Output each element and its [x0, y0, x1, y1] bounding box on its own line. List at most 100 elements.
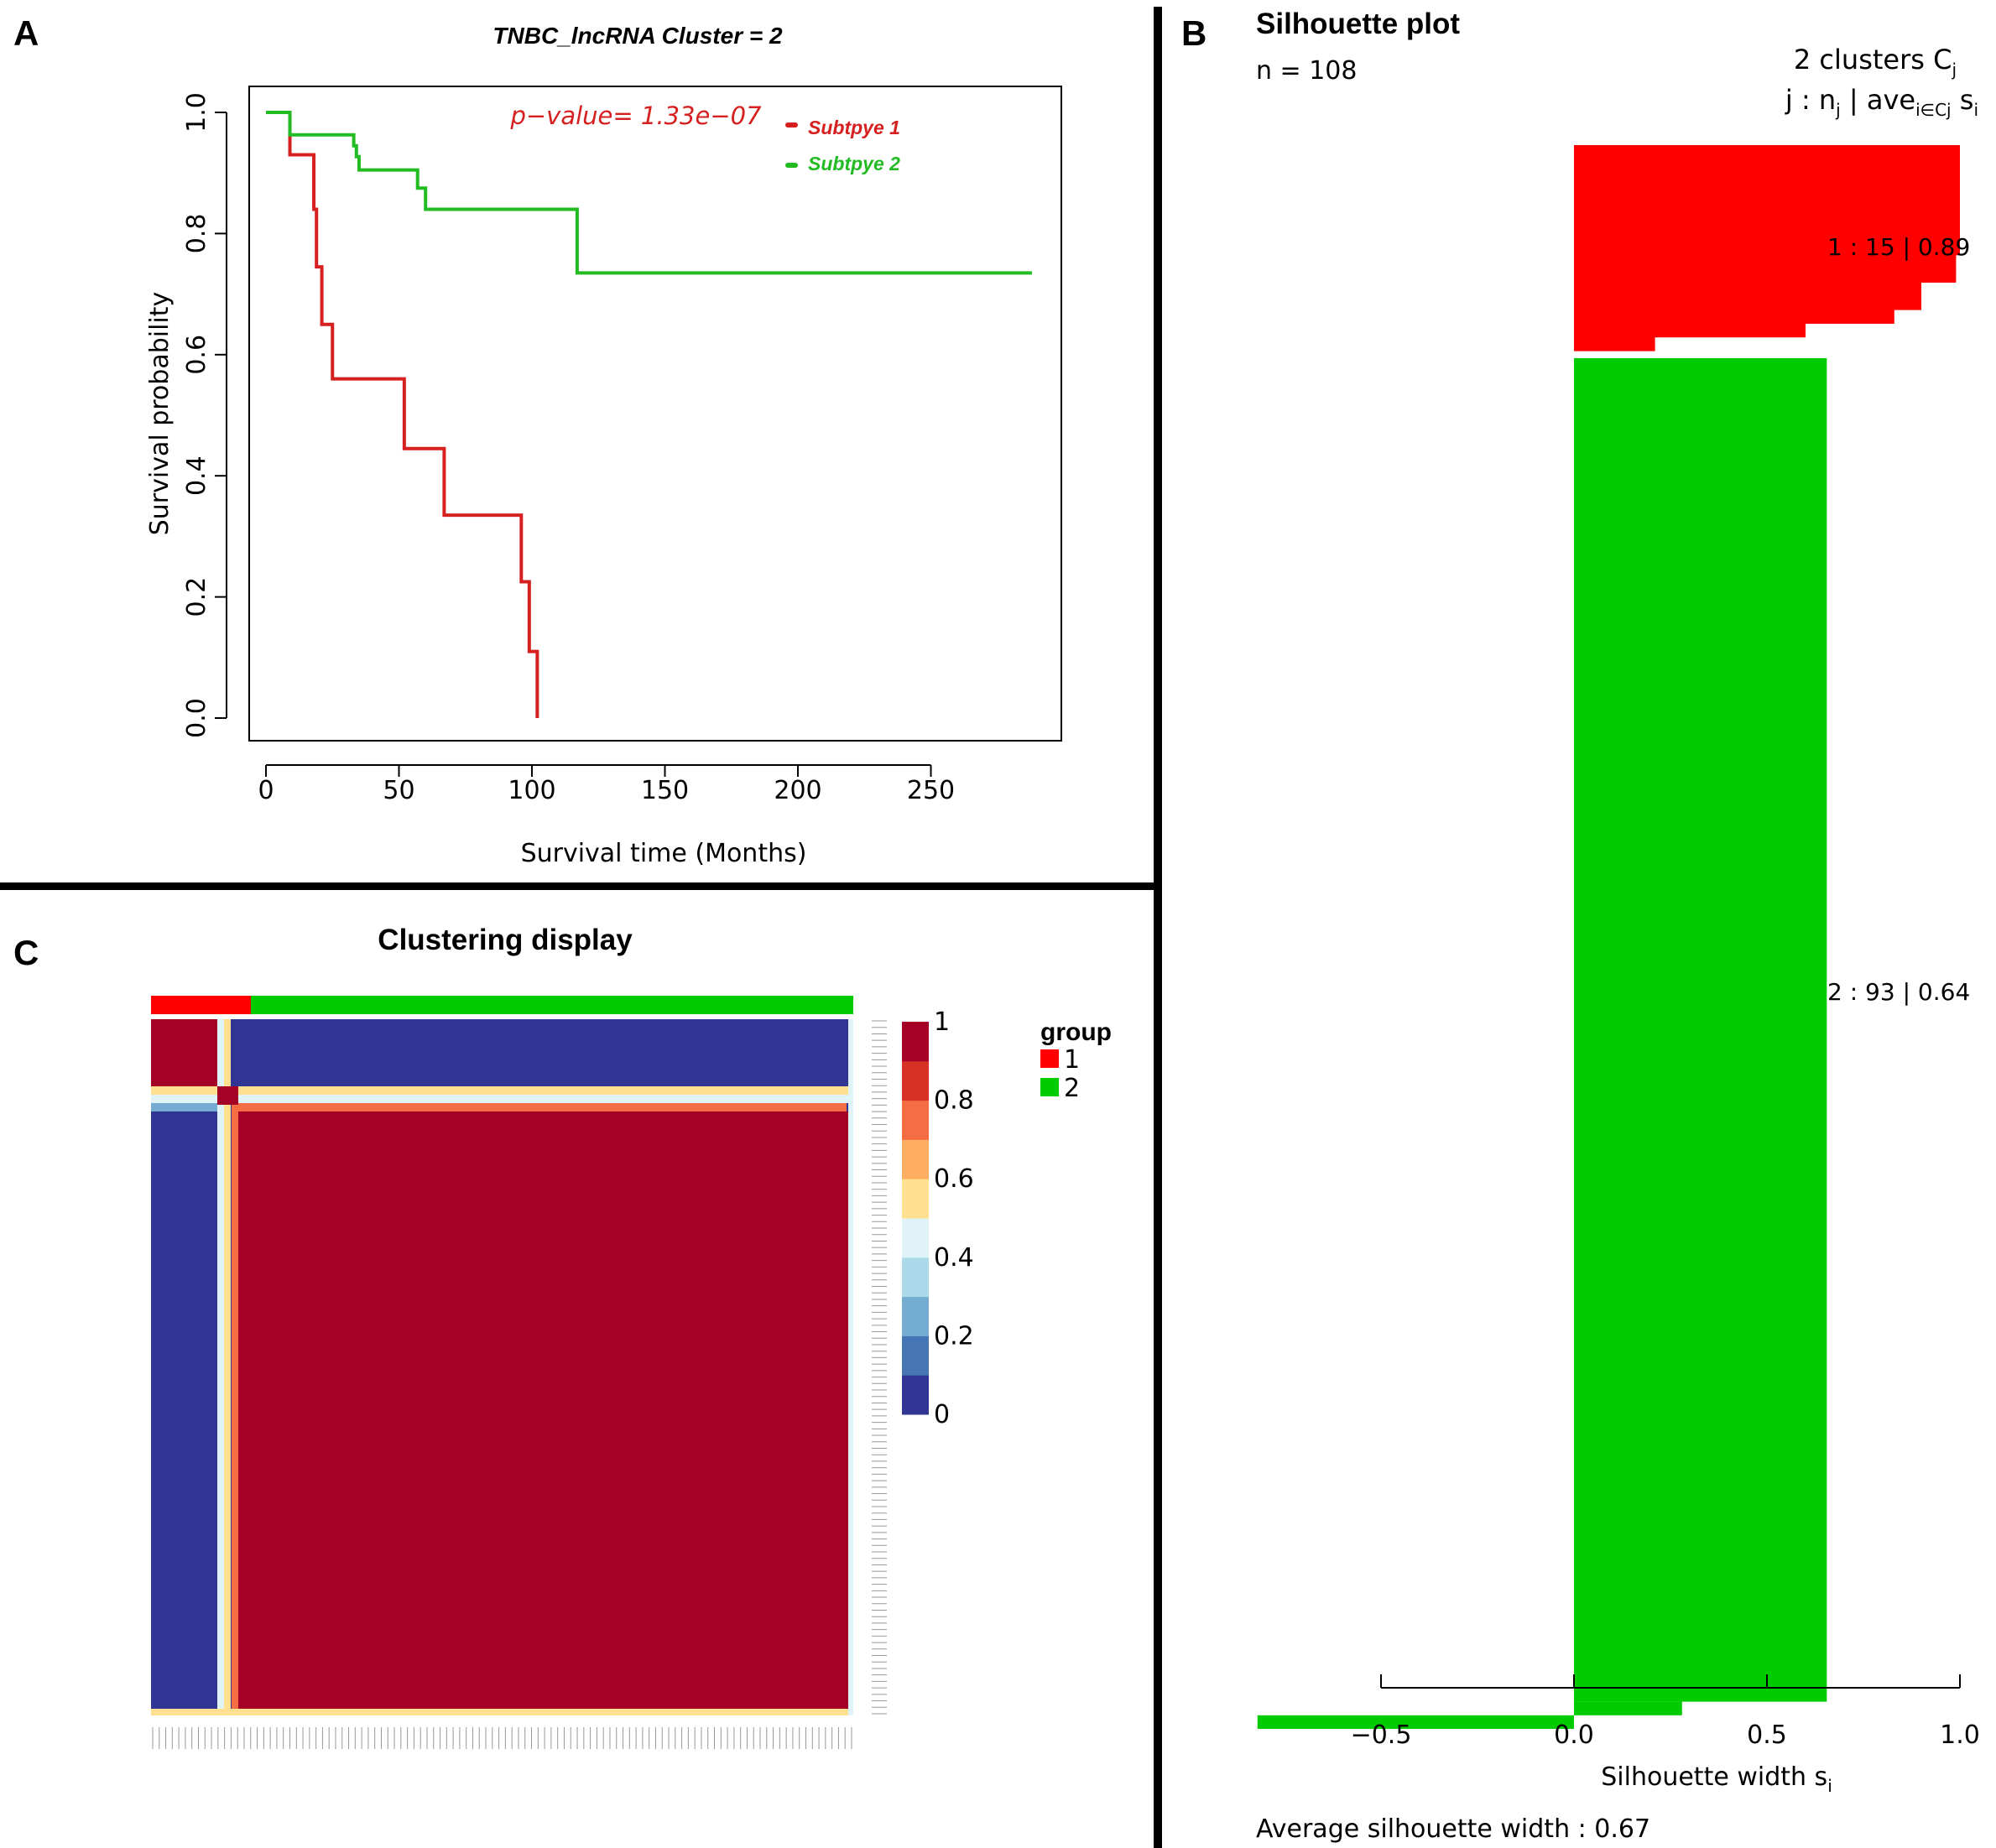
color-scale-step: [902, 1100, 929, 1140]
color-scale-step: [902, 1218, 929, 1258]
horizontal-divider: [0, 882, 1158, 890]
panel-a-title: TNBC_lncRNA Cluster = 2: [492, 23, 783, 49]
silhouette-bar-cluster-1: [1574, 186, 1960, 200]
x-tick-label-a: 100: [508, 776, 555, 805]
legend-swatch-subtype-1: [785, 122, 798, 128]
x-axis-a: 0 50 100 150 200 250: [258, 764, 955, 805]
color-scale-step: [902, 1022, 929, 1062]
y-axis-a: 0.0 0.2 0.4 0.6 0.8 1.0: [182, 92, 227, 738]
panel-c-heatmap: C Clustering display 1 0.8 0.6 0.4 0.2 0 grou…: [13, 924, 1112, 1749]
heatmap-block-2-2: [238, 1111, 849, 1709]
silhouette-bar-cluster-2: [1257, 1715, 1574, 1729]
cluster-1-label: 1 : 15 | 0.89: [1827, 233, 1970, 261]
header-part-0: j : n: [1785, 84, 1836, 116]
header-part-3: i∈Cj: [1915, 100, 1952, 120]
consensus-heatmap: [151, 996, 887, 1749]
heatmap-title: Clustering display: [378, 924, 633, 956]
heatmap-strip-right: [848, 1019, 853, 1715]
p-value-annotation: p−value= 1.33e−07: [509, 102, 762, 130]
legend-swatch-subtype-2: [785, 163, 798, 168]
average-silhouette: Average silhouette width : 0.67: [1256, 1814, 1650, 1844]
color-scale-label: 1: [934, 1007, 950, 1037]
x-tick-label-a: 200: [774, 776, 821, 805]
header-part-4: s: [1952, 84, 1974, 116]
legend-label-subtype-2: Subtpye 2: [808, 153, 900, 174]
x-axis-label-b: Silhouette width si: [1601, 1762, 1832, 1796]
survival-curves: [266, 111, 1032, 718]
x-tick-label-a: 150: [641, 776, 689, 805]
group-1-swatch: [1040, 1049, 1059, 1068]
color-scale-step: [902, 1335, 929, 1376]
silhouette-bars: [1257, 145, 1960, 1729]
x-tick-label-a: 50: [383, 776, 414, 805]
color-scale-label: 0.8: [934, 1086, 974, 1116]
panel-b-silhouette: B Silhouette plot n = 108 2 clusters C j …: [1181, 8, 1980, 1844]
plot-frame-a: [248, 86, 1062, 742]
clusters-header-text: 2 clusters C: [1794, 44, 1952, 75]
x-tick-label-a: 250: [907, 776, 955, 805]
heatmap-strip-h4: [151, 1103, 217, 1111]
y-tick-label-a: 0.4: [182, 455, 211, 496]
legend-a: Subtpye 1 Subtpye 2: [785, 117, 900, 174]
panel-a-survival: A TNBC_lncRNA Cluster = 2 0 50 100 150 200 25…: [13, 13, 1062, 868]
y-tick-label-a: 0.2: [182, 577, 211, 617]
x-tick-label-b: 0.5: [1747, 1720, 1787, 1750]
silhouette-bar-cluster-1: [1574, 310, 1894, 324]
clusters-header-sub: j: [1951, 60, 1957, 80]
vertical-divider: [1154, 7, 1162, 1848]
y-tick-label-a: 1.0: [182, 92, 211, 133]
heatmap-strip-v2: [224, 1019, 231, 1715]
x-axis-label-b-sub: i: [1827, 1776, 1832, 1796]
group-legend: group 1 2: [1040, 1018, 1112, 1103]
heatmap-block-1-1: [151, 1019, 217, 1086]
cluster-stats-header: j : nj | avei∈Cj si: [1785, 84, 1978, 120]
heatmap-strip-h2: [151, 1095, 853, 1103]
x-axis-b: −0.5 0.0 0.5 1.0: [1351, 1674, 1980, 1750]
group-2-swatch: [1040, 1078, 1059, 1096]
x-tick-label-b: 0.0: [1554, 1720, 1594, 1750]
color-scale-label: 0.2: [934, 1321, 974, 1351]
group-1-label: 1: [1064, 1045, 1080, 1075]
silhouette-bar-cluster-1: [1574, 213, 1960, 228]
group-bar-2: [251, 996, 853, 1014]
color-scale-step: [902, 1060, 929, 1101]
heatmap-strip-h3: [232, 1103, 847, 1111]
silhouette-bar-cluster-1: [1574, 295, 1921, 310]
heatmap-strip-h1: [151, 1086, 853, 1095]
survival-curve-subtype-1: [266, 111, 539, 718]
y-axis-label-a: Survival probability: [145, 292, 175, 536]
header-part-2: | ave: [1841, 84, 1915, 116]
sample-count: n = 108: [1256, 56, 1357, 86]
panel-c-letter: C: [13, 933, 39, 972]
silhouette-bar-cluster-1: [1574, 254, 1957, 269]
survival-curve-subtype-2: [266, 111, 1032, 275]
silhouette-bar-cluster-1: [1574, 282, 1921, 297]
x-tick-label-b: −0.5: [1351, 1720, 1412, 1750]
color-scale-step: [902, 1179, 929, 1219]
group-legend-title: group: [1040, 1018, 1112, 1046]
silhouette-bar-cluster-1: [1574, 145, 1960, 159]
group-bar-1: [151, 996, 251, 1014]
y-tick-label-a: 0.6: [182, 335, 211, 375]
silhouette-bar-cluster-1: [1574, 227, 1960, 242]
panel-a-letter: A: [13, 13, 39, 53]
heatmap-diag-cell: [217, 1086, 238, 1105]
header-part-5: i: [1973, 100, 1978, 120]
color-scale-label: 0.4: [934, 1243, 974, 1273]
heatmap-strip-bottom: [151, 1709, 853, 1715]
silhouette-bar-cluster-1: [1574, 336, 1655, 351]
color-scale-label: 0: [934, 1400, 950, 1429]
color-scale: 1 0.8 0.6 0.4 0.2 0: [902, 1007, 974, 1429]
silhouette-bar-cluster-1: [1574, 241, 1960, 256]
header-part-1: j: [1835, 100, 1841, 120]
y-tick-label-a: 0.0: [182, 698, 211, 738]
silhouette-bar-cluster-1: [1574, 159, 1960, 174]
color-scale-step: [902, 1257, 929, 1298]
x-axis-label-a: Survival time (Months): [521, 839, 807, 868]
heatmap-strip-v3: [232, 1091, 238, 1715]
legend-label-subtype-1: Subtpye 1: [808, 117, 900, 138]
silhouette-bar-cluster-1: [1574, 268, 1957, 283]
group-2-label: 2: [1064, 1074, 1080, 1103]
cluster-2-label: 2 : 93 | 0.64: [1827, 978, 1970, 1006]
silhouette-bar-cluster-2: [1574, 358, 1827, 1702]
